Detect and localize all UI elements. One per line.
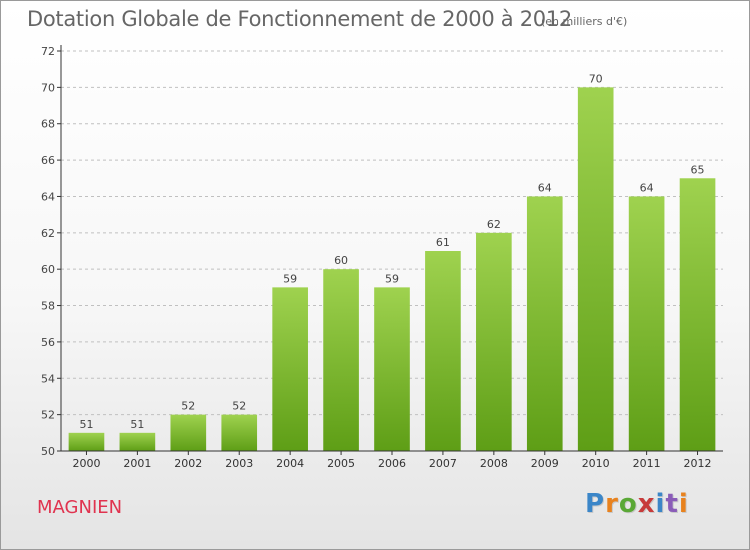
bar xyxy=(425,251,461,451)
x-tick-label: 2003 xyxy=(225,457,253,470)
logo-letter: i xyxy=(678,489,689,519)
logo-letter: i xyxy=(655,489,666,519)
bar xyxy=(679,178,716,452)
bar xyxy=(526,196,563,451)
y-tick-label: 72 xyxy=(41,45,55,58)
y-tick-label: 52 xyxy=(41,409,55,422)
bar xyxy=(221,414,258,451)
bar-value-label: 60 xyxy=(334,254,348,267)
chart-subtitle: (en milliers d'€) xyxy=(541,15,628,28)
x-tick-label: 2006 xyxy=(378,457,406,470)
y-tick-label: 62 xyxy=(41,227,55,240)
bar xyxy=(272,287,308,451)
y-tick-label: 56 xyxy=(41,336,55,349)
proxiti-logo[interactable]: Proxiti xyxy=(585,489,689,519)
bar xyxy=(68,432,105,451)
bar-value-label: 64 xyxy=(640,181,654,194)
x-tick-label: 2004 xyxy=(276,457,304,470)
bar-value-label: 51 xyxy=(79,418,93,431)
bar-value-label: 51 xyxy=(130,418,144,431)
x-tick-label: 2011 xyxy=(633,457,661,470)
bar-value-label: 59 xyxy=(283,272,297,285)
y-tick-label: 58 xyxy=(41,300,55,313)
x-tick-label: 2010 xyxy=(582,457,610,470)
bar xyxy=(577,87,614,451)
logo-letter: r xyxy=(605,489,619,519)
bar xyxy=(628,196,665,451)
x-tick-label: 2008 xyxy=(480,457,508,470)
bar-value-label: 62 xyxy=(487,218,501,231)
bar-value-label: 70 xyxy=(589,72,603,85)
y-tick-label: 60 xyxy=(41,263,55,276)
bar xyxy=(323,269,359,451)
y-tick-label: 70 xyxy=(41,81,55,94)
bar xyxy=(170,414,207,451)
x-tick-label: 2009 xyxy=(531,457,559,470)
commune-name: MAGNIEN xyxy=(37,497,123,518)
logo-letter: o xyxy=(618,489,638,519)
labels: 50 52 54 56 58 60 62 64 66 68 70 72 51 2000 51 2001 52 20… xyxy=(41,45,712,470)
y-tick-label: 66 xyxy=(41,154,55,167)
bar xyxy=(476,232,512,451)
logo-letter: P xyxy=(585,489,606,519)
logo-letter: t xyxy=(665,489,679,519)
y-tick-label: 50 xyxy=(41,445,55,458)
x-tick-label: 2005 xyxy=(327,457,355,470)
x-tick-label: 2007 xyxy=(429,457,457,470)
bar-value-label: 61 xyxy=(436,236,450,249)
y-tick-label: 68 xyxy=(41,118,55,131)
bar-value-label: 52 xyxy=(232,400,246,413)
bar xyxy=(374,287,410,451)
y-tick-label: 54 xyxy=(41,372,55,385)
bar xyxy=(119,432,156,451)
bar-value-label: 65 xyxy=(691,163,705,176)
bar-value-label: 59 xyxy=(385,272,399,285)
logo-letter: x xyxy=(637,489,656,519)
axes xyxy=(57,45,723,455)
x-tick-label: 2002 xyxy=(174,457,202,470)
x-tick-label: 2012 xyxy=(684,457,712,470)
bars xyxy=(68,87,716,452)
x-tick-label: 2001 xyxy=(123,457,151,470)
bar-value-label: 52 xyxy=(181,400,195,413)
y-tick-label: 64 xyxy=(41,190,55,203)
x-tick-label: 2000 xyxy=(72,457,100,470)
bar-value-label: 64 xyxy=(538,181,552,194)
chart-title: Dotation Globale de Fonctionnement de 20… xyxy=(27,7,572,31)
